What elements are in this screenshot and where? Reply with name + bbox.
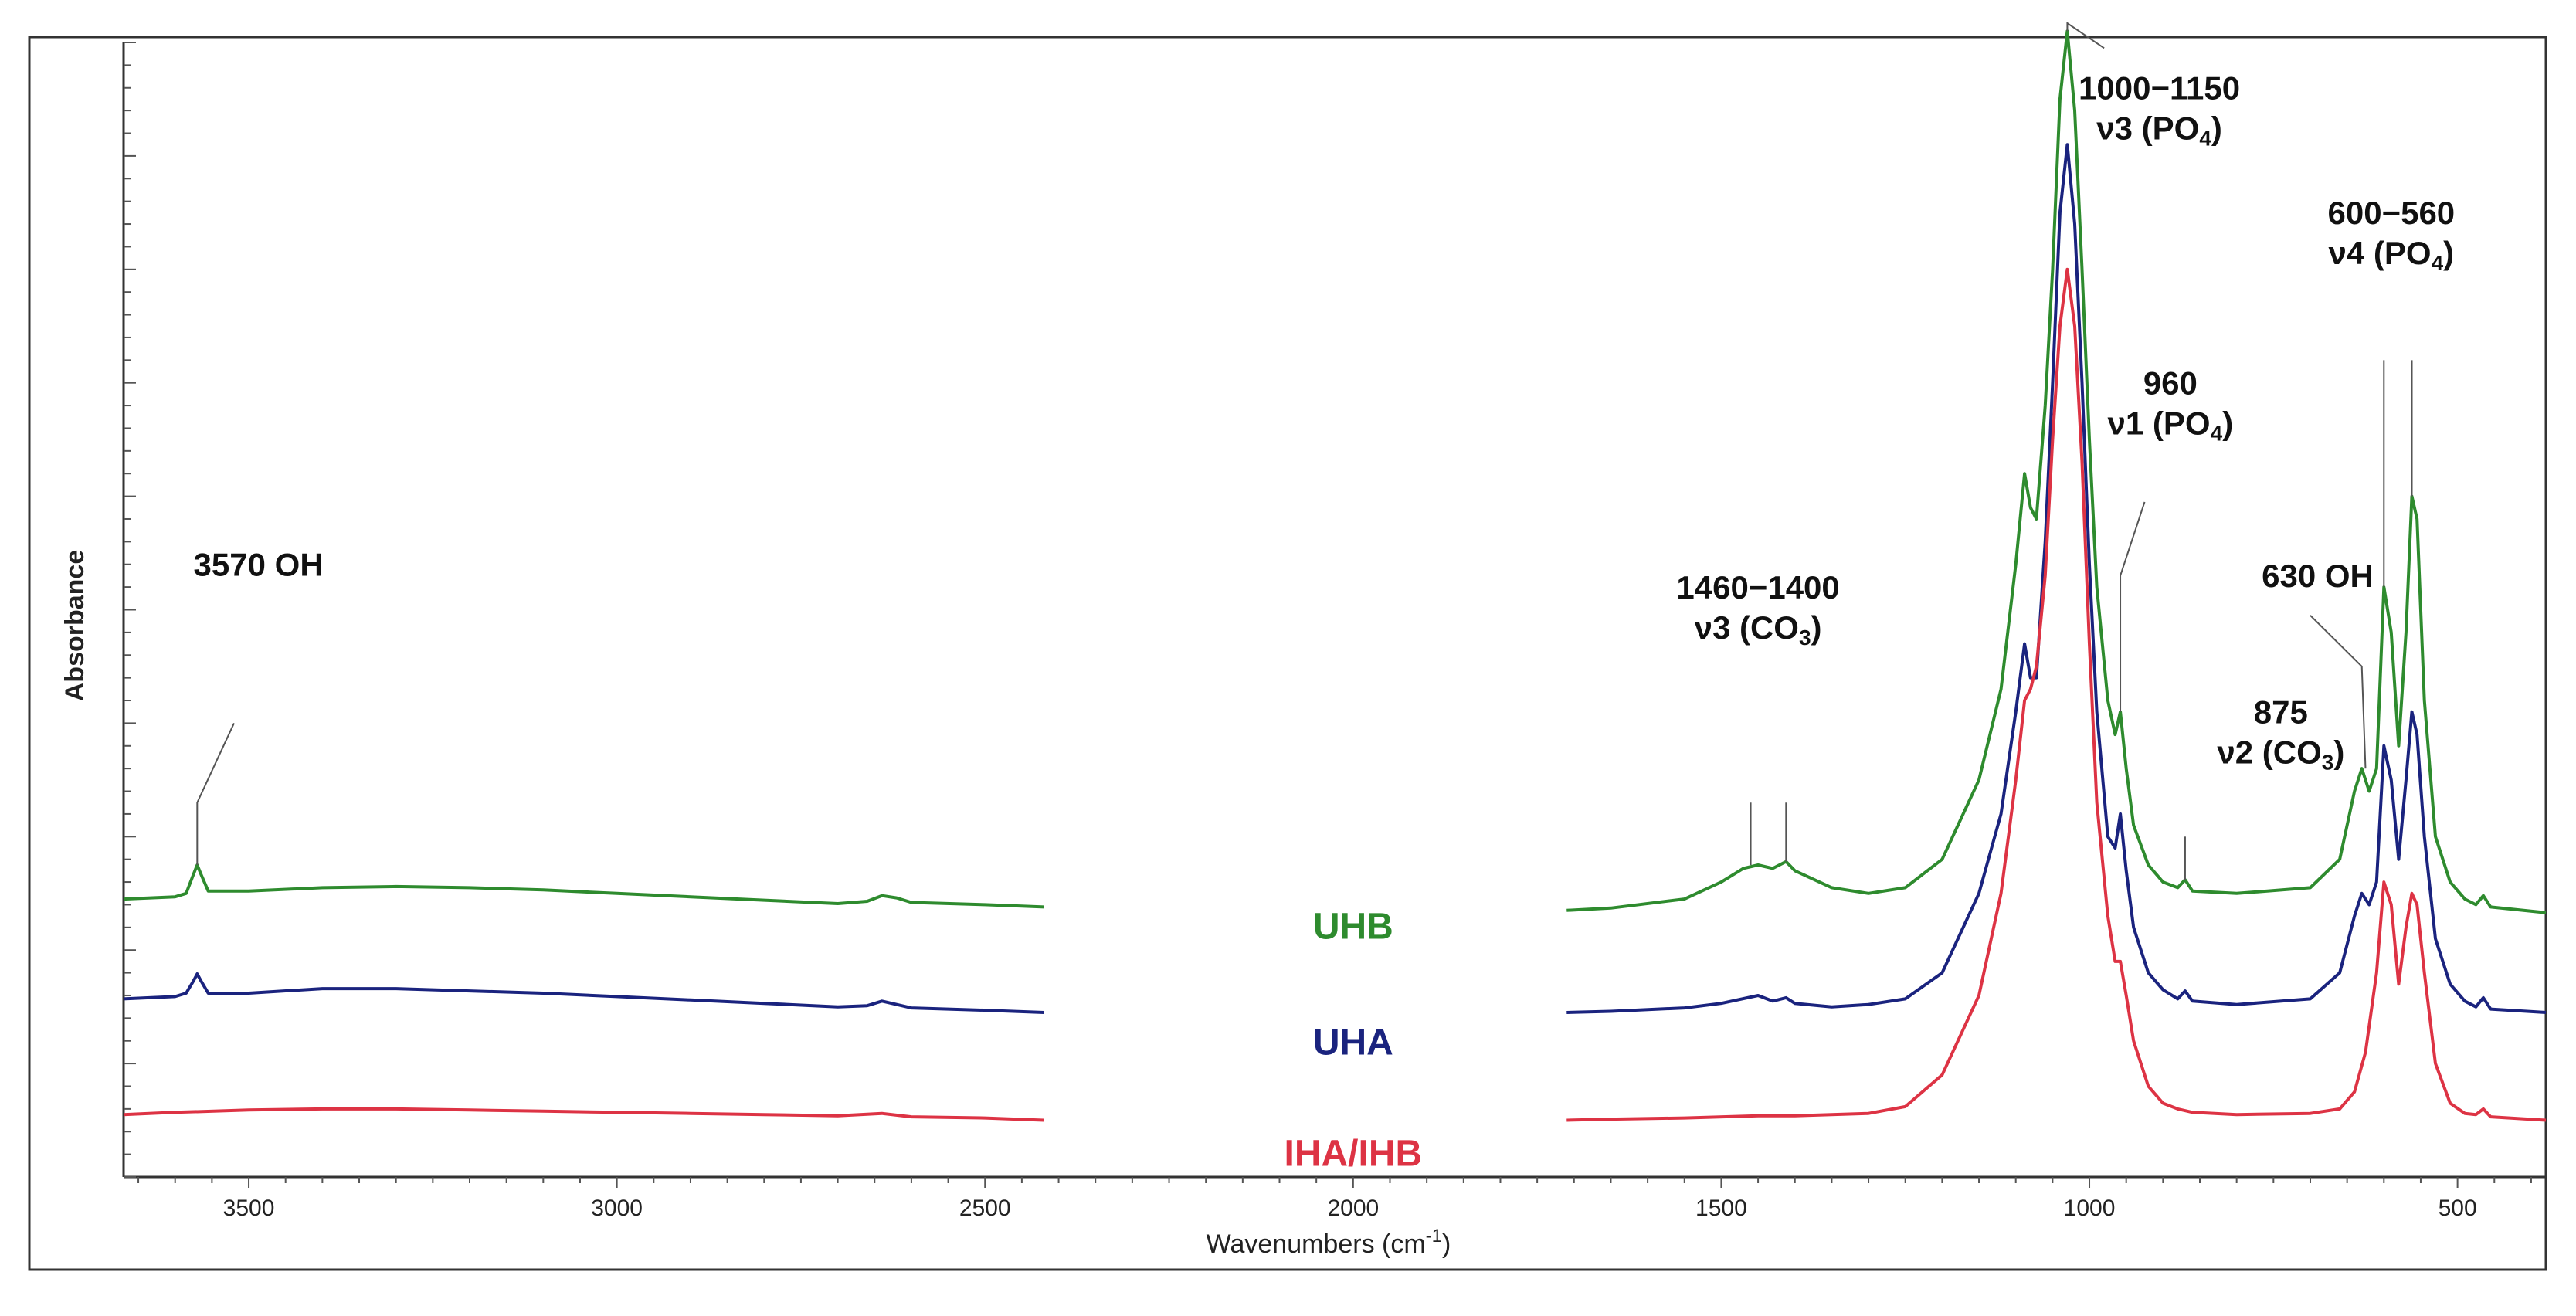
annotation-leader-oh-630 (2310, 615, 2367, 769)
x-axis-title: Wavenumbers (cm-1) (1207, 1226, 1451, 1259)
x-axis-title-tail: ) (1442, 1230, 1451, 1259)
x-axis-title-sup: -1 (1426, 1226, 1442, 1246)
annotation-leader-po4-v3 (2066, 22, 2105, 49)
x-tick-label: 1500 (1695, 1196, 1747, 1221)
x-tick-label: 2000 (1327, 1196, 1379, 1221)
spectrum-line-uhb-high (123, 863, 1044, 909)
x-tick-label: 2500 (959, 1196, 1011, 1221)
x-axis-title-main: Wavenumbers (cm (1207, 1230, 1426, 1259)
spectrum-line-uha-fingerprint (1566, 143, 2547, 1014)
annotation-co3-v2: 875 ν2 (CO3) (2217, 694, 2344, 774)
series-label-uhb: UHB (1313, 907, 1393, 948)
annotation-oh-3570: 3570 OH (194, 546, 324, 582)
x-tick-label: 3500 (223, 1196, 275, 1221)
x-tick-label: 500 (2439, 1196, 2477, 1221)
x-tick-label: 3000 (591, 1196, 643, 1221)
spectrum-line-uha-high (123, 972, 1044, 1014)
series-label-uha: UHA (1313, 1022, 1393, 1063)
spectrum-line-iha-ihb-high (123, 1107, 1044, 1122)
annotation-po4-v3: 1000−1150 ν3 (PO4) (2079, 70, 2240, 150)
series-label-iha-ihb: IHA/IHB (1284, 1133, 1422, 1174)
spectrum-line-iha-ihb-fingerprint (1566, 267, 2547, 1122)
annotation-leader-oh-3570 (196, 722, 235, 866)
annotation-oh-630: 630 OH (2262, 558, 2374, 594)
y-axis-title: Absorbance (60, 550, 90, 702)
annotation-leader-po4-v1 (2120, 501, 2146, 712)
spectrum-line-uhb-fingerprint (1566, 29, 2547, 914)
outer-frame (28, 36, 2547, 1271)
x-tick-label: 1000 (2064, 1196, 2116, 1221)
annotation-po4-v4: 600−560 ν4 (PO4) (2327, 195, 2455, 275)
plot-area: 3500 3000 2500 2000 1500 1000 500 UHB UHA IHA/IHB… (122, 22, 2547, 1221)
annotation-po4-v1: 960 ν1 (PO4) (2108, 365, 2234, 445)
annotation-co3-v3: 1460−1400 ν3 (CO3) (1676, 569, 1839, 650)
